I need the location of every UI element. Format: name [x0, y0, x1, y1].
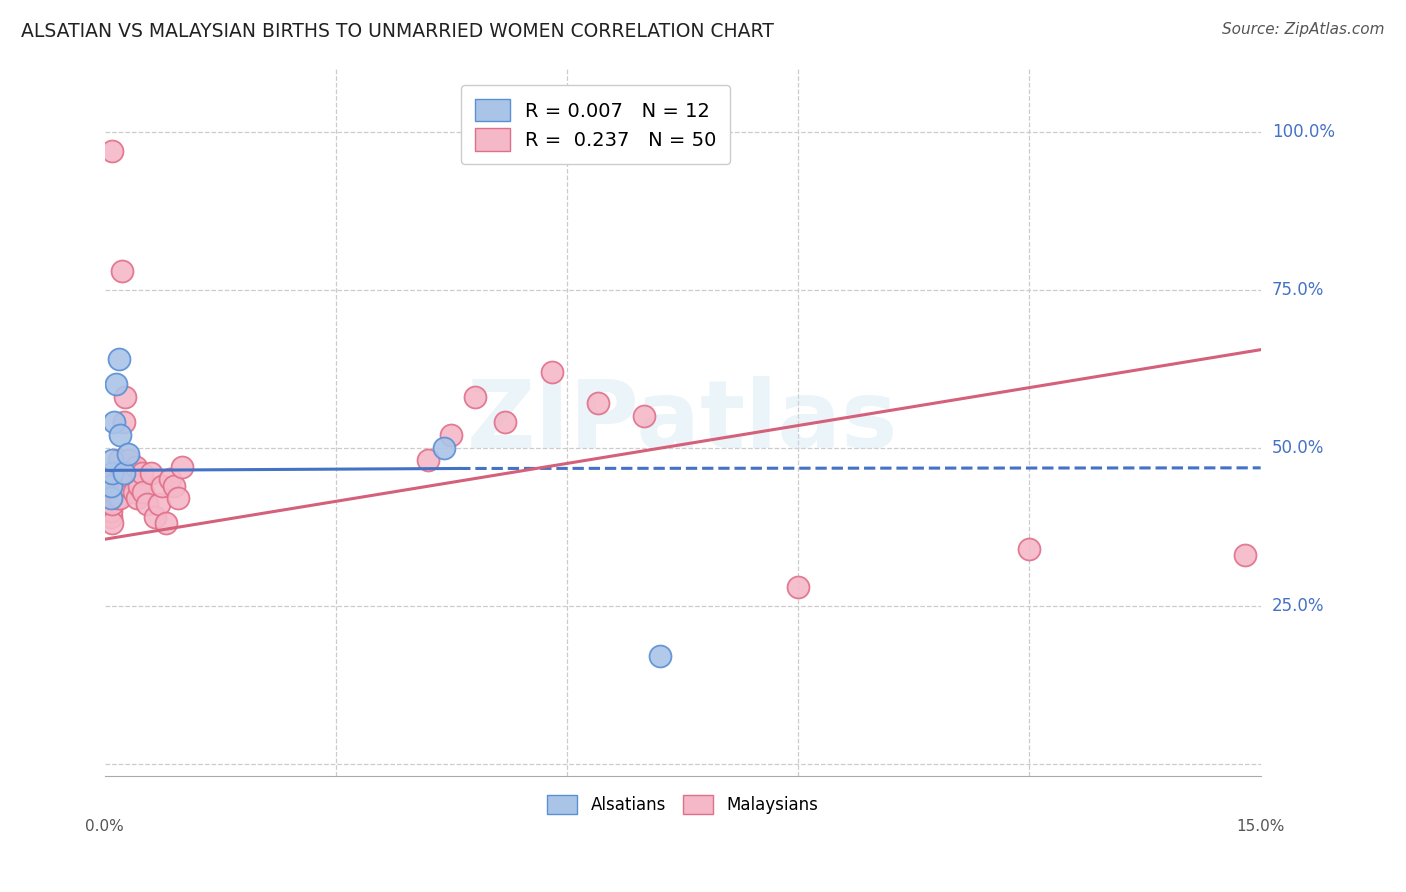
Point: [112, 466, 135, 480]
Point: [108, 478, 131, 492]
Point: [101, 484, 124, 499]
Text: 15.0%: 15.0%: [1236, 819, 1285, 834]
Point: [125, 491, 148, 505]
Point: [167, 491, 190, 505]
Point: [110, 466, 132, 480]
Point: [105, 491, 128, 505]
Point: [107, 453, 129, 467]
Point: [100, 516, 122, 531]
Point: [118, 453, 141, 467]
Point: [101, 144, 124, 158]
Point: [117, 459, 139, 474]
Point: [1018, 541, 1040, 556]
Point: [648, 649, 671, 664]
Point: [111, 263, 134, 277]
Point: [540, 365, 562, 379]
Point: [105, 377, 128, 392]
Point: [121, 472, 143, 486]
Point: [155, 516, 177, 531]
Point: [101, 466, 124, 480]
Point: [163, 478, 186, 492]
Point: [122, 484, 145, 499]
Point: [111, 472, 134, 486]
Point: [104, 466, 127, 480]
Point: [143, 510, 166, 524]
Point: [1234, 548, 1257, 562]
Point: [159, 472, 181, 486]
Point: [494, 415, 516, 429]
Point: [132, 484, 155, 499]
Point: [170, 459, 193, 474]
Point: [103, 478, 125, 492]
Point: [107, 472, 129, 486]
Point: [100, 504, 122, 518]
Point: [101, 453, 124, 467]
Point: [108, 428, 131, 442]
Point: [100, 491, 122, 505]
Point: [108, 491, 131, 505]
Point: [107, 352, 129, 367]
Point: [586, 396, 609, 410]
Text: 25.0%: 25.0%: [1272, 597, 1324, 615]
Point: [124, 459, 146, 474]
Point: [100, 510, 122, 524]
Point: [136, 498, 159, 512]
Point: [440, 428, 463, 442]
Point: [139, 466, 162, 480]
Text: Source: ZipAtlas.com: Source: ZipAtlas.com: [1222, 22, 1385, 37]
Text: 50.0%: 50.0%: [1272, 439, 1324, 457]
Point: [464, 390, 486, 404]
Text: ALSATIAN VS MALAYSIAN BIRTHS TO UNMARRIED WOMEN CORRELATION CHART: ALSATIAN VS MALAYSIAN BIRTHS TO UNMARRIE…: [21, 22, 773, 41]
Point: [101, 498, 124, 512]
Text: 0.0%: 0.0%: [86, 819, 124, 834]
Point: [131, 466, 153, 480]
Point: [112, 415, 135, 429]
Point: [787, 580, 810, 594]
Point: [152, 478, 174, 492]
Point: [117, 447, 139, 461]
Text: 100.0%: 100.0%: [1272, 123, 1334, 141]
Point: [148, 498, 170, 512]
Point: [105, 484, 128, 499]
Point: [114, 390, 136, 404]
Point: [98, 491, 121, 505]
Point: [433, 441, 456, 455]
Point: [100, 478, 122, 492]
Text: ZIPatlas: ZIPatlas: [467, 376, 898, 468]
Text: 75.0%: 75.0%: [1272, 281, 1324, 299]
Point: [117, 478, 139, 492]
Point: [128, 478, 150, 492]
Point: [103, 415, 125, 429]
Point: [418, 453, 440, 467]
Legend: Alsatians, Malaysians: Alsatians, Malaysians: [541, 789, 825, 821]
Point: [633, 409, 655, 423]
